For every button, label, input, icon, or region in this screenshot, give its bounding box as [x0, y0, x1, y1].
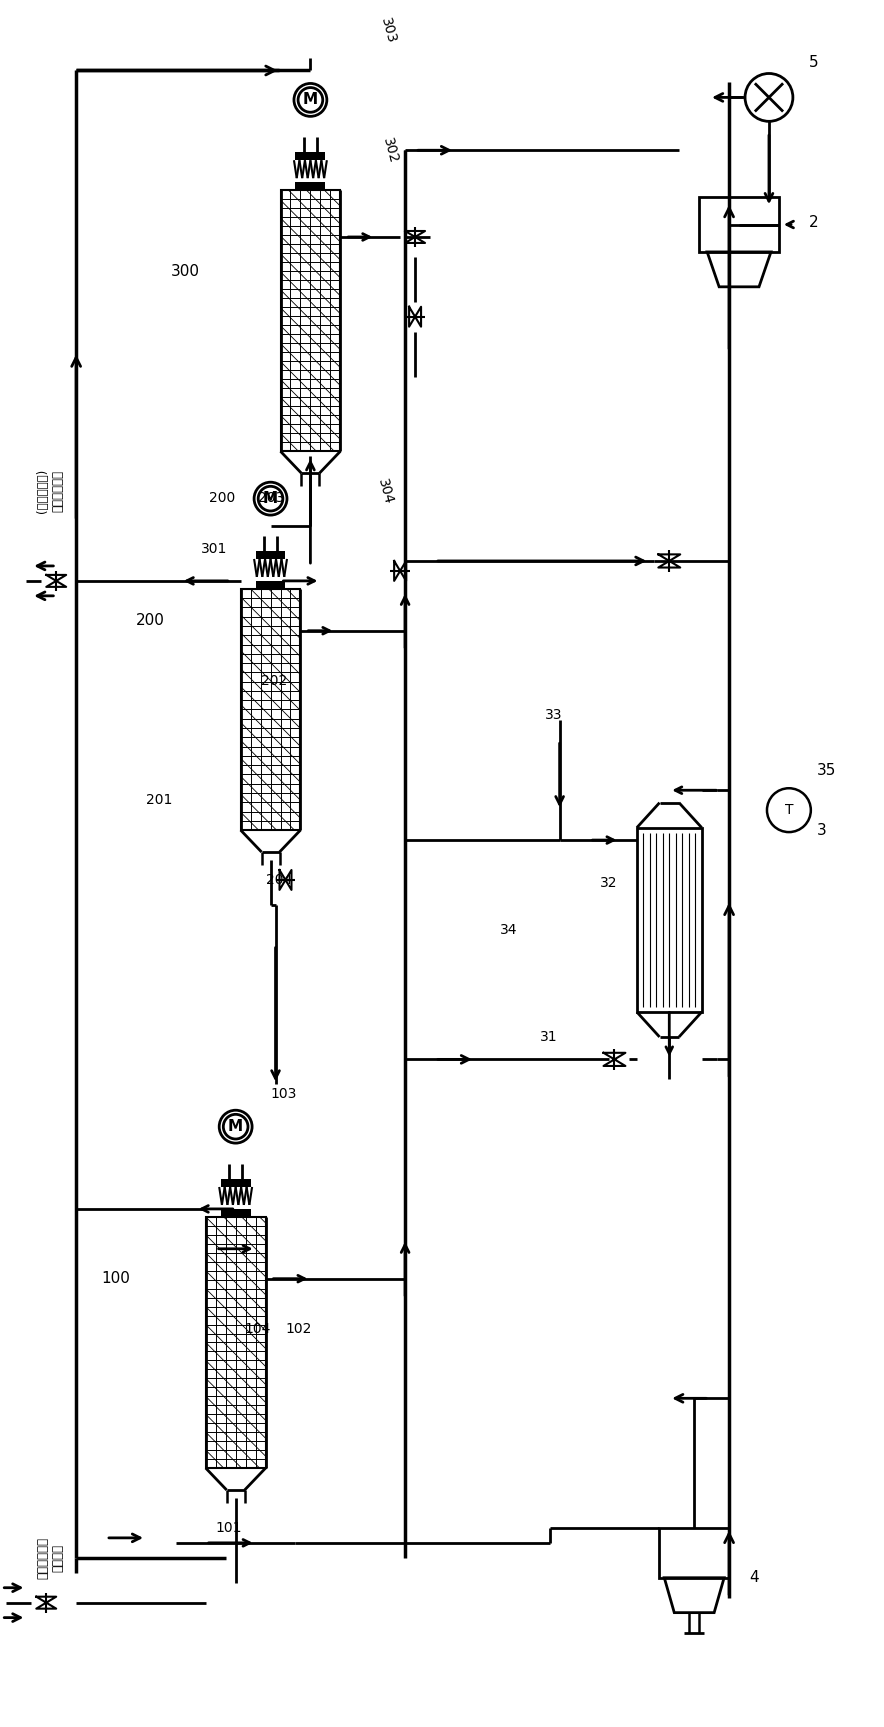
Text: 301: 301: [201, 542, 227, 556]
Bar: [295, 152, 325, 161]
Text: 302: 302: [380, 136, 400, 164]
Text: 35: 35: [817, 763, 836, 777]
Text: 清洁气体出口: 清洁气体出口: [51, 470, 65, 513]
Text: 304: 304: [375, 477, 395, 506]
Text: 34: 34: [499, 922, 517, 936]
Text: 100: 100: [101, 1271, 130, 1287]
Text: 204: 204: [265, 872, 292, 888]
Text: 103: 103: [271, 1088, 297, 1102]
Bar: [255, 551, 286, 560]
Text: 体排放口: 体排放口: [51, 1544, 65, 1572]
Text: 31: 31: [540, 1031, 557, 1045]
Circle shape: [767, 788, 811, 832]
Text: 104: 104: [244, 1321, 271, 1335]
Text: 203: 203: [257, 490, 284, 506]
Text: 102: 102: [286, 1321, 312, 1335]
Text: 101: 101: [216, 1521, 242, 1535]
Circle shape: [294, 83, 327, 116]
Bar: [699, 197, 779, 252]
Bar: [221, 1209, 250, 1218]
Circle shape: [254, 482, 287, 515]
Text: (其它工序的): (其它工序的): [36, 470, 50, 513]
Text: 202: 202: [261, 674, 286, 687]
Bar: [280, 190, 340, 451]
Text: 201: 201: [146, 793, 172, 807]
Text: M: M: [228, 1119, 243, 1135]
Text: 300: 300: [171, 264, 200, 280]
Circle shape: [219, 1110, 252, 1143]
Text: 303: 303: [378, 16, 399, 45]
Bar: [659, 1528, 729, 1578]
Bar: [255, 580, 286, 589]
Bar: [295, 181, 325, 190]
Bar: [206, 1218, 265, 1468]
Text: 32: 32: [599, 876, 617, 889]
Text: T: T: [785, 803, 793, 817]
Circle shape: [745, 74, 793, 121]
Text: 4: 4: [749, 1570, 758, 1585]
Bar: [221, 1180, 250, 1186]
Text: 200: 200: [136, 613, 164, 629]
Text: M: M: [263, 490, 278, 506]
Text: 3: 3: [817, 822, 827, 838]
Bar: [240, 589, 301, 831]
Text: 前道工序的气: 前道工序的气: [36, 1537, 50, 1578]
Circle shape: [224, 1114, 248, 1140]
Text: 33: 33: [545, 708, 562, 722]
Text: 2: 2: [809, 214, 819, 230]
Bar: [636, 827, 702, 1012]
Text: M: M: [303, 93, 318, 107]
Circle shape: [258, 487, 283, 511]
Text: 200: 200: [210, 490, 236, 506]
Circle shape: [298, 88, 323, 112]
Text: 5: 5: [809, 55, 819, 71]
